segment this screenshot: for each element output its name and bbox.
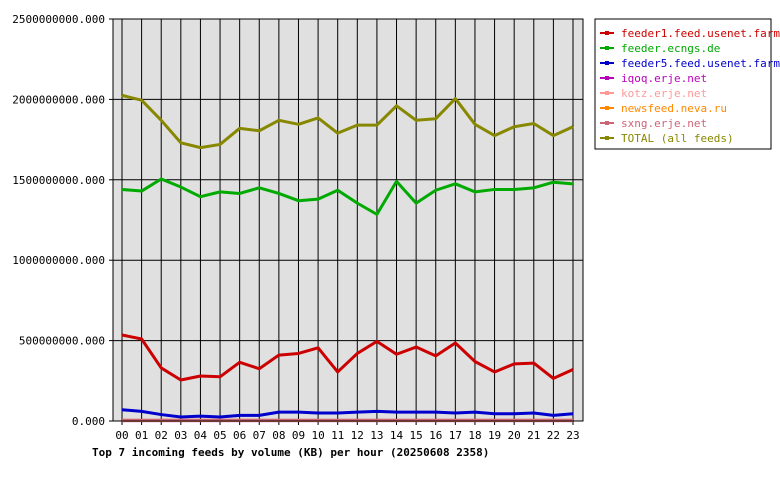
x-tick-label: 18 xyxy=(468,429,481,442)
legend-label: feeder1.feed.usenet.farm xyxy=(621,27,780,40)
x-tick-label: 03 xyxy=(174,429,187,442)
x-tick-label: 02 xyxy=(155,429,168,442)
x-tick-label: 07 xyxy=(253,429,266,442)
legend-marker xyxy=(605,46,609,50)
chart-title: Top 7 incoming feeds by volume (KB) per … xyxy=(92,446,489,459)
x-axis: 00 01 02 03 04 05 06 07 08 09 10 11 12 13 14 15 16 17 18 19… xyxy=(115,421,580,442)
x-tick-label: 10 xyxy=(311,429,324,442)
x-tick-label: 06 xyxy=(233,429,246,442)
x-tick-label: 04 xyxy=(194,429,208,442)
x-tick-label: 13 xyxy=(370,429,383,442)
legend-marker xyxy=(605,121,609,125)
x-tick-label: 23 xyxy=(566,429,579,442)
x-tick-label: 16 xyxy=(429,429,442,442)
x-tick-label: 01 xyxy=(135,429,148,442)
series-line xyxy=(121,408,574,419)
series-line xyxy=(121,333,574,382)
legend-marker xyxy=(605,61,609,65)
x-tick-label: 14 xyxy=(390,429,404,442)
y-axis: 0.000 500000000.000 1000000000.000 15000000… xyxy=(12,13,113,428)
legend-label: feeder.ecngs.de xyxy=(621,42,720,55)
y-tick-label: 2000000000.000 xyxy=(12,93,105,106)
x-tick-label: 19 xyxy=(488,429,501,442)
legend-marker xyxy=(605,136,609,140)
x-tick-label: 21 xyxy=(527,429,540,442)
legend-marker xyxy=(605,106,609,110)
legend-label: newsfeed.neva.ru xyxy=(621,102,727,115)
x-tick-label: 05 xyxy=(213,429,226,442)
plot-area xyxy=(113,19,583,421)
series-line xyxy=(121,177,574,216)
x-tick-label: 08 xyxy=(272,429,285,442)
x-tick-label: 09 xyxy=(292,429,305,442)
y-tick-label: 1000000000.000 xyxy=(12,254,105,267)
y-tick-label: 1500000000.000 xyxy=(12,174,105,187)
series-line xyxy=(121,93,574,150)
legend-label: TOTAL (all feeds) xyxy=(621,132,734,145)
legend-label: feeder5.feed.usenet.farm xyxy=(621,57,780,70)
x-tick-label: 15 xyxy=(410,429,423,442)
legend-marker xyxy=(605,31,609,35)
legend-marker xyxy=(605,76,609,80)
x-tick-label: 12 xyxy=(351,429,364,442)
x-tick-label: 00 xyxy=(115,429,128,442)
plot-border xyxy=(112,18,584,422)
x-tick-label: 22 xyxy=(547,429,560,442)
legend: feeder1.feed.usenet.farm feeder.ecngs.de f… xyxy=(594,18,780,150)
y-tick-label: 500000000.000 xyxy=(19,335,105,348)
x-tick-label: 11 xyxy=(331,429,344,442)
x-tick-label: 20 xyxy=(508,429,521,442)
legend-marker xyxy=(605,91,609,95)
grid xyxy=(113,18,583,422)
legend-label: sxng.erje.net xyxy=(621,117,707,130)
y-tick-label: 0.000 xyxy=(72,415,105,428)
legend-label: kotz.erje.net xyxy=(621,87,707,100)
legend-label: iqoq.erje.net xyxy=(621,72,707,85)
x-tick-label: 17 xyxy=(449,429,462,442)
legend-box xyxy=(594,18,772,150)
y-tick-label: 2500000000.000 xyxy=(12,13,105,26)
